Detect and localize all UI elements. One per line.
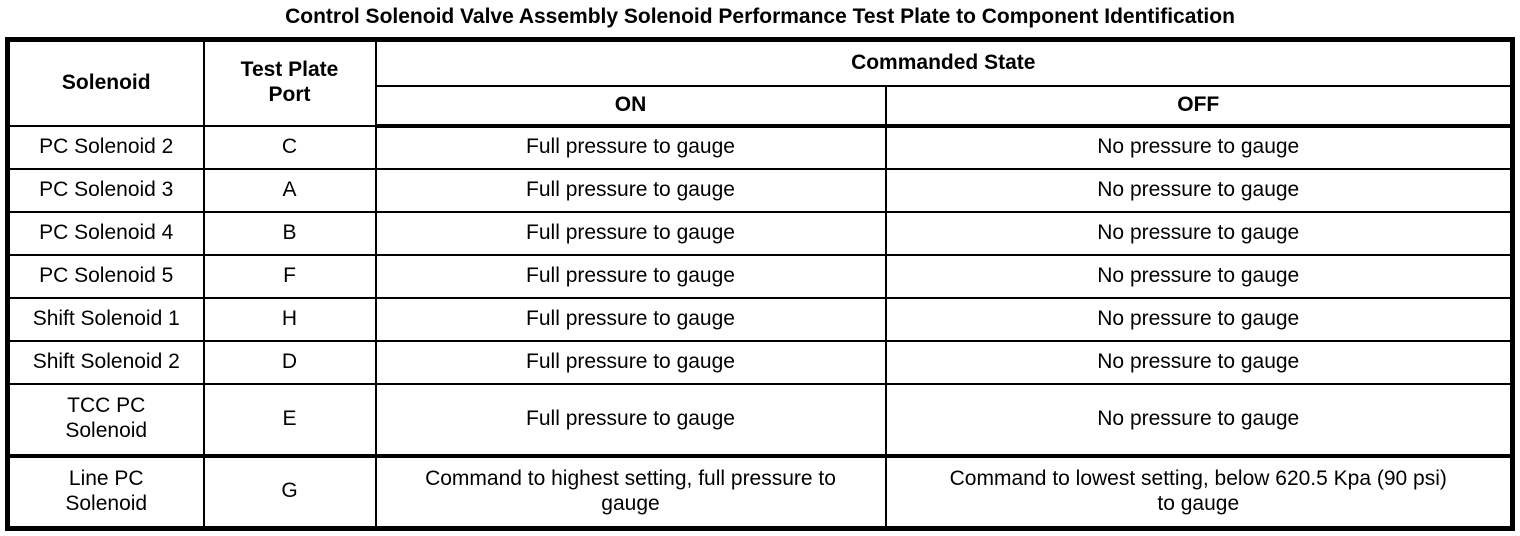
cell-on-state: Command to highest setting, full pressur… [374, 453, 887, 530]
cell-solenoid: Shift Solenoid 2 [6, 339, 205, 385]
column-header-solenoid: Solenoid [6, 38, 205, 127]
table-row-shift-solenoid-2: Shift Solenoid 2 D Full pressure to gaug… [6, 339, 1514, 385]
cell-port: D [202, 339, 377, 385]
cell-port: H [202, 296, 377, 342]
column-header-test-plate-port: Test Plate Port [202, 38, 377, 127]
cell-off-state: No pressure to gauge [884, 339, 1514, 385]
cell-port: F [202, 253, 377, 299]
cell-solenoid: PC Solenoid 2 [6, 124, 205, 170]
cell-solenoid: TCC PC Solenoid [6, 382, 205, 457]
table-row-pc-solenoid-4: PC Solenoid 4 B Full pressure to gauge N… [6, 210, 1514, 256]
cell-solenoid: PC Solenoid 3 [6, 167, 205, 213]
cell-off-state: No pressure to gauge [884, 253, 1514, 299]
cell-on-state: Full pressure to gauge [374, 210, 887, 256]
cell-on-state: Full pressure to gauge [374, 296, 887, 342]
cell-port: A [202, 167, 377, 213]
cell-port: C [202, 124, 377, 170]
cell-solenoid: Shift Solenoid 1 [6, 296, 205, 342]
table-row-pc-solenoid-3: PC Solenoid 3 A Full pressure to gauge N… [6, 167, 1514, 213]
header-row-on-off: ON OFF [8, 84, 1514, 128]
cell-solenoid: Line PC Solenoid [6, 453, 205, 530]
cell-on-state: Full pressure to gauge [374, 167, 887, 213]
table-row-tcc-pc-solenoid: TCC PC Solenoid E Full pressure to gauge… [6, 382, 1514, 457]
cell-off-state: No pressure to gauge [884, 124, 1514, 170]
cell-on-state: Full pressure to gauge [374, 339, 887, 385]
page-title: Control Solenoid Valve Assembly Solenoid… [285, 5, 1235, 28]
table-row-line-pc-solenoid: Line PC Solenoid G Command to highest se… [6, 453, 1514, 530]
column-header-on: ON [374, 84, 887, 128]
cell-solenoid: PC Solenoid 4 [6, 210, 205, 256]
cell-port: G [202, 453, 377, 530]
column-header-off: OFF [884, 84, 1514, 128]
cell-off-state: Command to lowest setting, below 620.5 K… [884, 453, 1514, 530]
cell-on-state: Full pressure to gauge [374, 382, 887, 457]
cell-on-state: Full pressure to gauge [374, 124, 887, 170]
cell-off-state: No pressure to gauge [884, 210, 1514, 256]
table-row-pc-solenoid-5: PC Solenoid 5 F Full pressure to gauge N… [6, 253, 1514, 299]
table-row-pc-solenoid-2: PC Solenoid 2 C Full pressure to gauge N… [6, 124, 1514, 170]
cell-off-state: No pressure to gauge [884, 382, 1514, 457]
cell-off-state: No pressure to gauge [884, 296, 1514, 342]
cell-on-state: Full pressure to gauge [374, 253, 887, 299]
column-header-commanded-state: Commanded State [374, 38, 1514, 87]
table-row-shift-solenoid-1: Shift Solenoid 1 H Full pressure to gaug… [6, 296, 1514, 342]
header-row-top: Solenoid Test Plate Port Commanded State [6, 38, 1514, 127]
cell-off-state: No pressure to gauge [884, 167, 1514, 213]
cell-port: E [202, 382, 377, 457]
cell-port: B [202, 210, 377, 256]
cell-solenoid: PC Solenoid 5 [6, 253, 205, 299]
solenoid-test-table: Solenoid Test Plate Port Commanded State… [5, 37, 1515, 531]
